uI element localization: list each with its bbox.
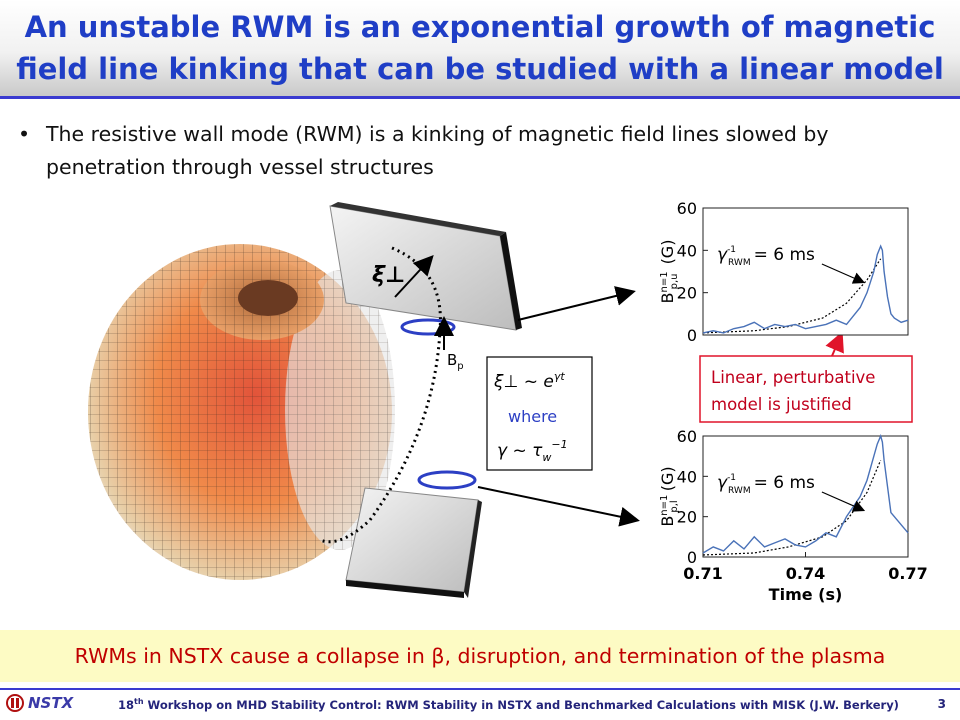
- footer-divider: [0, 688, 960, 690]
- linear-model-callout: Linear, perturbative model is justified: [699, 331, 913, 423]
- summary-text: RWMs in NSTX cause a collapse in β, disr…: [74, 644, 886, 668]
- callout-arrow-icon: [825, 331, 844, 357]
- lower-plot: 0 20 40 60 0.71 0.74 0.77 Time (s) Bn=1p,l (G) γ-…: [658, 427, 928, 604]
- xi-label: ξ⊥: [372, 263, 405, 288]
- bullet-text: The resistive wall mode (RWM) is a kinki…: [46, 122, 829, 179]
- plot-frame: [702, 207, 909, 336]
- bp-label: Bp: [447, 351, 464, 372]
- formula-line-3: γ ~ τw−1: [497, 438, 568, 464]
- exponential-fit-line: [702, 459, 882, 556]
- callout-line-1: Linear, perturbative: [711, 368, 875, 387]
- exponential-fit-line: [702, 258, 882, 334]
- annotation-arrow-icon: [821, 263, 866, 284]
- nstx-logo-text: NSTX: [28, 694, 74, 712]
- slide-title: An unstable RWM is an exponential growth…: [16, 10, 944, 86]
- upper-plot: 0 20 40 60 Bn=1p,u (G) γ-1 RWM = 6 ms: [658, 199, 909, 345]
- y-tick-label: 20: [677, 284, 697, 303]
- lower-wall-plate: [345, 487, 482, 598]
- footer-text: 18th Workshop on MHD Stability Control: …: [118, 697, 899, 712]
- y-tick-label: 0: [687, 548, 697, 567]
- title-bar: [0, 0, 960, 96]
- upper-connector-arrow: [517, 286, 636, 321]
- growth-rate-annotation: γ-1 RWM = 6 ms: [717, 473, 815, 496]
- plasma-torus-illustration: [88, 244, 395, 580]
- bullet-point: • The resistive wall mode (RWM) is a kin…: [18, 118, 953, 184]
- nstx-logo: NSTX: [6, 694, 73, 712]
- lower-current-loop-icon: [417, 470, 477, 490]
- lower-connector-arrow: [477, 486, 640, 527]
- y-axis-label: Bn=1p,l (G): [658, 466, 680, 526]
- page-number: 3: [937, 697, 946, 711]
- bullet-dot-icon: •: [18, 122, 31, 146]
- upper-current-loop-icon: [400, 318, 456, 336]
- x-axis-label: Time (s): [769, 585, 843, 604]
- figure-area: ξ⊥ Bp ξ⊥ ~ eγt where γ ~ τw−1 Linear, pe…: [88, 199, 928, 604]
- x-tick-label: 0.74: [786, 564, 825, 583]
- y-axis-label: Bn=1p,u (G): [658, 240, 680, 304]
- xi-arrow-icon: [394, 255, 434, 298]
- formula-where: where: [508, 407, 557, 426]
- y-tick-label: 20: [677, 508, 697, 527]
- nstx-logo-icon: [6, 694, 24, 712]
- callout-line-2: model is justified: [711, 395, 852, 414]
- y-tick-label: 0: [687, 326, 697, 345]
- y-tick-label: 40: [677, 467, 697, 486]
- growth-rate-annotation: γ-1 RWM = 6 ms: [717, 245, 815, 268]
- annotation-arrow-icon: [821, 491, 866, 512]
- y-tick-label: 60: [677, 427, 697, 446]
- plot-frame: [702, 435, 909, 558]
- y-tick-label: 40: [677, 241, 697, 260]
- x-tick-label: 0.77: [888, 564, 927, 583]
- y-tick-label: 60: [677, 199, 697, 218]
- formula-line-1: ξ⊥ ~ eγt: [493, 370, 565, 392]
- x-tick-label: 0.71: [683, 564, 722, 583]
- growth-formula-box: ξ⊥ ~ eγt where γ ~ τw−1: [486, 356, 593, 471]
- title-divider: [0, 96, 960, 99]
- summary-banner: [0, 630, 960, 682]
- data-trace-line: [702, 244, 909, 334]
- data-trace-line: [702, 433, 909, 554]
